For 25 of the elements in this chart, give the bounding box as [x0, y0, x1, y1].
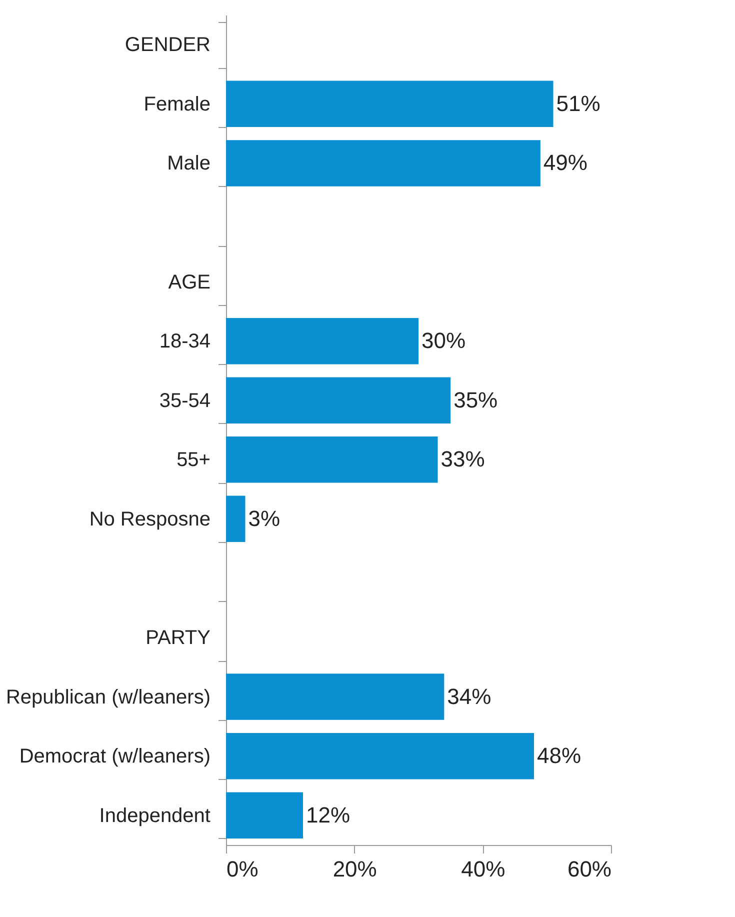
data-label: 49% — [543, 150, 588, 176]
y-tick-label: AGE — [168, 271, 210, 294]
y-tick-label: PARTY — [146, 627, 210, 649]
x-tick-label: 0% — [226, 856, 258, 882]
data-label: 33% — [440, 446, 485, 472]
y-tick-label: Independent — [99, 804, 211, 827]
y-tick-label: Male — [167, 152, 210, 175]
y-tick-label: Republican (w/leaners) — [6, 686, 210, 708]
x-tick-label: 40% — [461, 856, 506, 882]
y-tick-label: Democrat (w/leaners) — [19, 746, 210, 768]
y-tick-label: 18-34 — [159, 330, 210, 353]
data-label: 30% — [422, 328, 466, 354]
data-label: 34% — [447, 684, 492, 709]
y-tick-label: 35-54 — [159, 390, 210, 412]
data-label: 35% — [454, 387, 498, 412]
y-tick-label: GENDER — [124, 34, 210, 56]
x-tick-label: 60% — [567, 856, 612, 882]
y-tick-label: Female — [144, 93, 210, 116]
y-tick-label: 55+ — [176, 449, 210, 472]
data-label: 12% — [306, 802, 350, 828]
data-label: 3% — [248, 506, 280, 531]
data-label: 51% — [556, 90, 600, 116]
x-tick-label: 20% — [332, 856, 377, 882]
data-label: 48% — [537, 743, 582, 768]
y-tick-label: No Resposne — [89, 508, 210, 530]
